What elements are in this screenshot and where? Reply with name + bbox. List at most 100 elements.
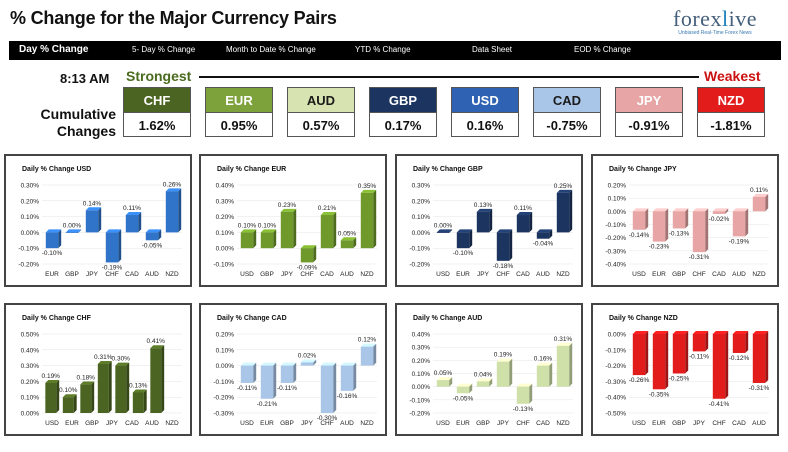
y-tick-label: -0.20% [18, 262, 39, 269]
bar-top [65, 229, 82, 233]
data-label: -0.10% [42, 250, 63, 257]
bar-side [745, 208, 749, 237]
bar-top [320, 212, 337, 216]
bar-top [456, 229, 473, 233]
bar-aud [145, 232, 159, 241]
bar-jpy [692, 334, 706, 352]
bar-eur [456, 232, 470, 249]
x-tick-label: USD [240, 271, 254, 278]
x-tick-label: CAD [536, 420, 550, 427]
data-label: 0.23% [278, 202, 297, 209]
data-label: 0.02% [298, 352, 317, 359]
currency-box-gbp: GBP 0.17% [369, 87, 437, 137]
bar-side [253, 362, 257, 383]
data-label: 0.25% [554, 183, 573, 190]
bar-aud [150, 348, 162, 413]
nav-5day-change[interactable]: 5- Day % Change [132, 45, 196, 54]
data-label: -0.11% [277, 385, 297, 392]
bar-top [732, 331, 749, 334]
bar-top [632, 208, 649, 212]
chart-nzd: Daily % Change NZD 0.00% -0.10% -0.20% -0.30… [591, 303, 779, 436]
bar-jpy [97, 364, 109, 413]
y-tick-label: 0.30% [216, 198, 235, 205]
bar-top [320, 362, 337, 366]
bar-top [85, 207, 102, 211]
y-tick-label: -0.20% [213, 395, 234, 402]
weakest-label: Weakest [704, 68, 761, 84]
bar-chf [712, 334, 726, 399]
data-label: -0.30% [317, 415, 338, 422]
x-tick-label: CHF [300, 271, 313, 278]
data-label: -0.35% [649, 391, 670, 398]
bar-side [293, 208, 297, 249]
data-label: 0.00% [63, 222, 82, 229]
currency-code: CHF [124, 88, 190, 113]
bar-top [712, 208, 729, 212]
bar-side [469, 383, 473, 394]
currency-cumulative-value: 0.16% [466, 117, 504, 133]
data-label: -0.16% [337, 393, 358, 400]
x-tick-label: EUR [652, 420, 666, 427]
y-tick-label: 0.00% [21, 411, 40, 418]
nav-day-change[interactable]: Day % Change [19, 44, 89, 55]
bar-side [529, 383, 533, 404]
bar-top [62, 394, 77, 398]
bar-side [705, 331, 709, 352]
bar-side [569, 189, 573, 233]
data-label: 0.05% [434, 370, 453, 377]
bar-top [516, 383, 533, 387]
bar-top [45, 379, 60, 383]
chart-title: Daily % Change GBP [413, 166, 483, 173]
currency-code: AUD [288, 88, 354, 113]
bar-side [273, 362, 277, 399]
x-tick-label: CHF [692, 271, 705, 278]
chart-title: Daily % Change NZD [609, 315, 678, 322]
bar-nzd [165, 191, 179, 233]
chart-title: Daily % Change EUR [217, 166, 287, 173]
bar-top [456, 383, 473, 387]
bar-chf [692, 211, 706, 253]
bar-aud [340, 240, 354, 249]
x-tick-label: JPY [301, 420, 314, 427]
bar-side [449, 377, 453, 387]
currency-code: GBP [370, 88, 436, 113]
bar-side [665, 208, 669, 242]
bar-eur [62, 397, 74, 413]
bar-eur [652, 334, 666, 390]
bar-side [293, 362, 297, 383]
bar-side [549, 362, 553, 387]
data-label: -0.19% [102, 264, 123, 271]
data-label: 0.11% [123, 205, 141, 212]
bar-top [45, 229, 62, 233]
nav-ytd-change[interactable]: YTD % Change [355, 45, 411, 54]
chart-aud: Daily % Change AUD 0.40% 0.30% 0.20% 0.10% 0.… [395, 303, 583, 436]
y-tick-label: 0.00% [412, 384, 431, 391]
data-label: -0.21% [257, 401, 278, 408]
data-label: 0.31% [94, 354, 113, 361]
x-tick-label: USD [436, 271, 450, 278]
nav-eod-change[interactable]: EOD % Change [574, 45, 631, 54]
bar-chart: 0.20% 0.10% 0.00% -0.10% -0.20% -0.30% -0.40% -… [605, 183, 769, 278]
nav-data-sheet[interactable]: Data Sheet [472, 45, 513, 54]
bar-chf [516, 386, 530, 404]
chart-usd: Daily % Change USD 0.30% 0.20% 0.10% 0.00% -0… [4, 154, 192, 287]
data-label: 0.41% [147, 338, 166, 345]
bar-top [712, 331, 729, 334]
data-label: 0.14% [83, 200, 102, 207]
data-label: -0.04% [533, 241, 554, 248]
bar-usd [45, 382, 57, 413]
currency-code: USD [452, 88, 518, 113]
bar-cad [536, 365, 550, 387]
bar-top [652, 331, 669, 334]
bar-gbp [280, 365, 294, 383]
nav-month-to-date[interactable]: Month to Date % Change [226, 45, 316, 54]
bar-cad [516, 215, 530, 233]
bar-top [145, 229, 162, 233]
x-tick-label: JPY [477, 271, 490, 278]
x-tick-label: EUR [45, 271, 59, 278]
y-tick-label: -0.20% [605, 363, 626, 370]
forexlive-logo[interactable]: forexlive Unbiased Real-Time Forex News [648, 6, 782, 40]
data-label: -0.23% [649, 244, 670, 251]
bar-top [752, 331, 769, 334]
bar-side [373, 189, 377, 249]
